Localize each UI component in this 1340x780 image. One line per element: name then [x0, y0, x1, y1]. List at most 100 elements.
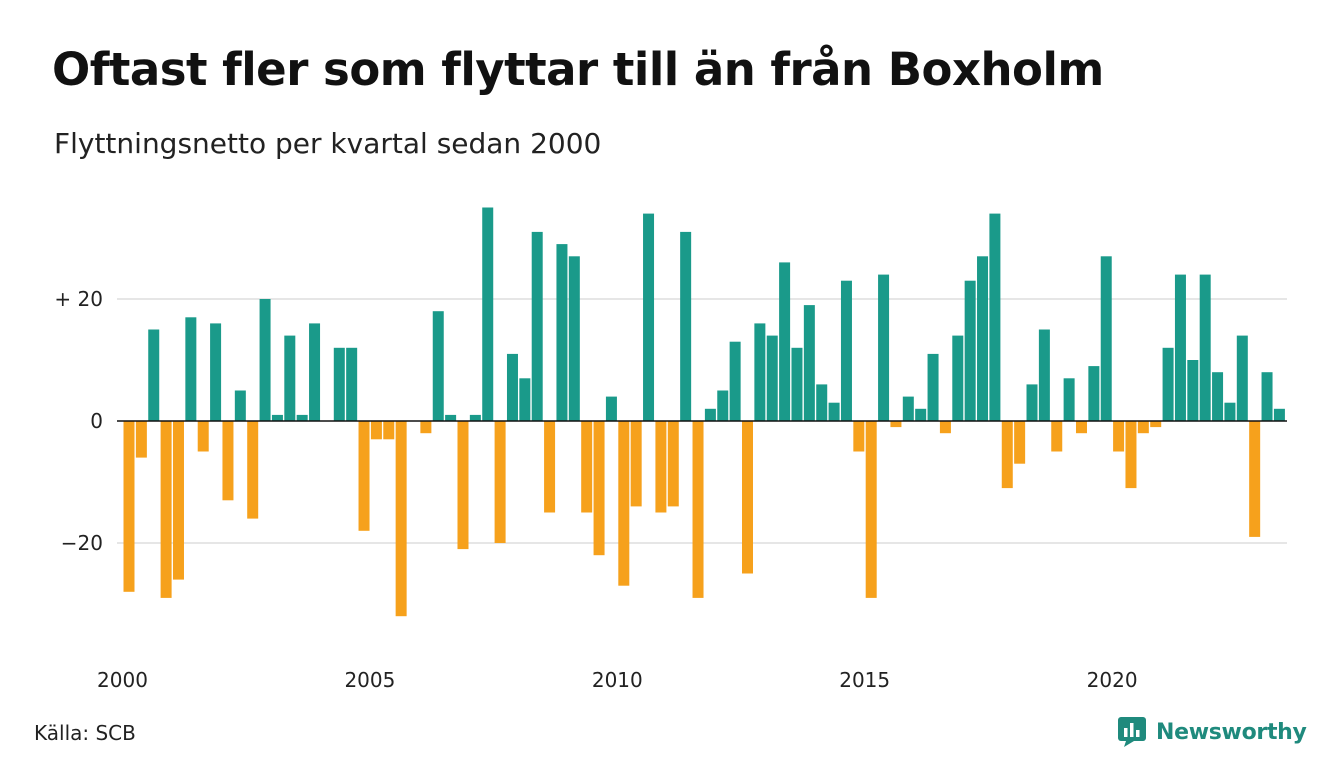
- bar: [1063, 378, 1075, 421]
- bar: [1273, 408, 1285, 421]
- bar: [803, 305, 815, 421]
- y-tick-label: + 20: [54, 287, 103, 311]
- x-tick-label: 2005: [344, 668, 395, 692]
- newsworthy-brand[interactable]: Newsworthy: [1118, 715, 1307, 749]
- bar: [160, 421, 172, 598]
- bar: [185, 317, 197, 421]
- bar: [1113, 421, 1125, 452]
- bar: [358, 421, 370, 531]
- bar: [296, 414, 308, 421]
- bar: [667, 421, 679, 507]
- bar: [568, 256, 580, 421]
- bar: [1075, 421, 1087, 434]
- x-tick-label: 2015: [839, 668, 890, 692]
- bar: [234, 390, 246, 421]
- x-tick-label: 2020: [1087, 668, 1138, 692]
- bar: [284, 335, 296, 421]
- bar: [865, 421, 877, 598]
- bar: [1001, 421, 1013, 489]
- bar: [1038, 329, 1050, 421]
- bar: [271, 414, 283, 421]
- bar: [1162, 347, 1174, 421]
- newsworthy-logo-icon: [1118, 717, 1146, 747]
- bar: [729, 341, 741, 421]
- bar: [605, 396, 617, 421]
- bar: [680, 231, 692, 421]
- bar: [1261, 372, 1273, 421]
- bar: [432, 311, 444, 421]
- bar: [964, 280, 976, 421]
- bar: [333, 347, 345, 421]
- bar: [816, 384, 828, 421]
- bar: [1236, 335, 1248, 421]
- bar: [840, 280, 852, 421]
- bar: [878, 274, 890, 421]
- bar: [222, 421, 234, 501]
- bar: [1212, 372, 1224, 421]
- bar: [1137, 421, 1149, 434]
- bar: [148, 329, 160, 421]
- chart-subtitle: Flyttningsnetto per kvartal sedan 2000: [54, 127, 602, 160]
- bar: [1051, 421, 1063, 452]
- bar: [952, 335, 964, 421]
- bar: [506, 353, 518, 421]
- bar: [581, 421, 593, 513]
- chart-title: Oftast fler som flyttar till än från Box…: [52, 43, 1104, 96]
- bar: [1187, 360, 1199, 421]
- bar: [309, 323, 321, 421]
- bar: [469, 414, 481, 421]
- bar: [1224, 402, 1236, 421]
- bar: [1014, 421, 1026, 464]
- bar: [643, 213, 655, 421]
- bar: [1150, 421, 1162, 428]
- bar: [791, 347, 803, 421]
- bar: [197, 421, 209, 452]
- y-axis-labels: + 20 0 −20: [54, 287, 103, 555]
- bar: [630, 421, 642, 507]
- bar: [915, 408, 927, 421]
- x-tick-label: 2010: [592, 668, 643, 692]
- bar: [977, 256, 989, 421]
- bar: [370, 421, 382, 440]
- bar: [519, 378, 531, 421]
- bar: [346, 347, 358, 421]
- bar: [593, 421, 605, 556]
- bar: [754, 323, 766, 421]
- brand-name: Newsworthy: [1156, 719, 1307, 745]
- bars: [123, 207, 1285, 617]
- bar: [383, 421, 395, 440]
- bar: [172, 421, 184, 580]
- bar: [531, 231, 543, 421]
- bar: [482, 207, 494, 421]
- bar: [766, 335, 778, 421]
- bar: [247, 421, 259, 519]
- bar: [890, 421, 902, 428]
- bar: [989, 213, 1001, 421]
- bar: [939, 421, 951, 434]
- x-axis-labels: 2000 2005 2010 2015 2020: [97, 668, 1138, 692]
- bar: [556, 244, 568, 421]
- bar: [853, 421, 865, 452]
- bar: [704, 408, 716, 421]
- bar: [135, 421, 147, 458]
- bar: [210, 323, 222, 421]
- bar: [1125, 421, 1137, 489]
- y-tick-label: 0: [90, 409, 103, 433]
- bar: [1249, 421, 1261, 537]
- bar: [457, 421, 469, 550]
- bar: [717, 390, 729, 421]
- bar: [1174, 274, 1186, 421]
- bar: [902, 396, 914, 421]
- bar: [420, 421, 432, 434]
- bar: [828, 402, 840, 421]
- bar: [494, 421, 506, 543]
- y-tick-label: −20: [61, 531, 103, 555]
- bar: [1088, 366, 1100, 421]
- bar: [395, 421, 407, 617]
- source-note: Källa: SCB: [34, 721, 136, 745]
- bar: [618, 421, 630, 586]
- x-tick-label: 2000: [97, 668, 148, 692]
- bar: [445, 414, 457, 421]
- bar: [123, 421, 135, 592]
